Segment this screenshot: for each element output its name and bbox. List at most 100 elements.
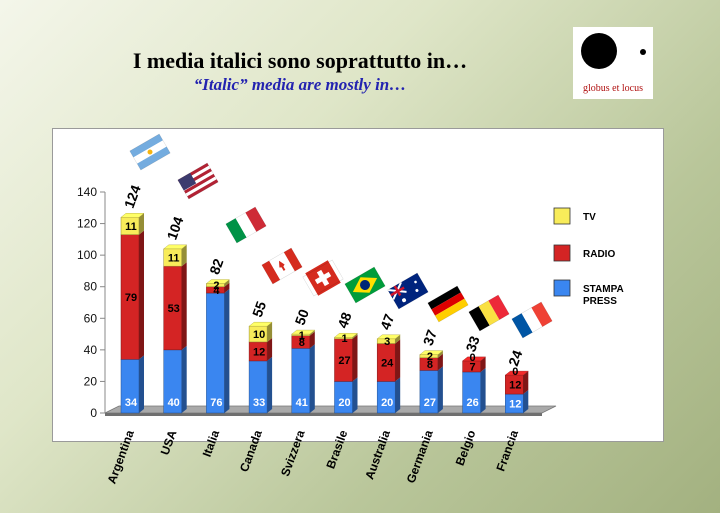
segment-value-label: 4 xyxy=(213,285,220,297)
segment-value-label: 53 xyxy=(168,303,180,315)
y-tick-label: 140 xyxy=(77,185,97,199)
italy-flag xyxy=(225,206,267,244)
bar-side xyxy=(437,366,443,413)
category-label: Svizzera xyxy=(278,428,308,478)
y-tick-label: 80 xyxy=(84,280,98,294)
segment-value-label: 12 xyxy=(509,399,521,411)
bar-side xyxy=(139,355,144,413)
segment-value-label: 40 xyxy=(168,397,180,409)
germany-flag xyxy=(427,285,469,323)
bar-side xyxy=(309,330,315,336)
segment-value-label: 26 xyxy=(466,397,478,409)
bar-total-label: 50 xyxy=(292,307,312,327)
category-label: Francia xyxy=(493,428,521,473)
segment-value-label: 79 xyxy=(125,292,137,304)
globus-et-locus-logo: globus et locus xyxy=(573,27,653,99)
canada-flag xyxy=(261,247,303,285)
segment-value-label: 8 xyxy=(427,359,433,371)
bar-top xyxy=(291,329,316,335)
bar-total-label: 55 xyxy=(249,299,269,319)
bar-side xyxy=(224,282,230,294)
y-tick-label: 20 xyxy=(84,374,98,388)
bar-group xyxy=(419,350,444,414)
bar-side xyxy=(480,367,486,413)
category-label: Belgio xyxy=(453,428,479,467)
y-tick-label: 120 xyxy=(77,217,97,231)
segment-value-label: 11 xyxy=(125,221,137,233)
segment-value-label: 2 xyxy=(427,351,433,363)
y-tick-label: 100 xyxy=(77,248,97,262)
bar-top xyxy=(248,321,273,327)
bar-total-label: 124 xyxy=(121,183,144,211)
bar-side xyxy=(139,213,144,235)
category-label: USA xyxy=(158,428,180,457)
bar-side xyxy=(352,334,358,382)
segment-value-label: 76 xyxy=(210,397,222,409)
bar-total-label: 37 xyxy=(420,327,440,347)
segment-value-label: 20 xyxy=(381,397,393,409)
category-label: Australia xyxy=(362,428,393,481)
bar-side xyxy=(181,262,187,350)
bar-side xyxy=(309,331,315,349)
france-flag xyxy=(511,301,553,339)
category-label: Germania xyxy=(404,428,436,485)
argentina-flag xyxy=(129,133,171,171)
bar-side xyxy=(395,377,401,413)
bar-side xyxy=(181,345,187,413)
segment-value-label: 0 xyxy=(512,366,518,378)
bar-side xyxy=(267,337,273,361)
bar-top xyxy=(120,213,145,218)
bar-top xyxy=(419,350,444,355)
bar-side xyxy=(523,390,529,413)
page-title: I media italici sono soprattutto in… xyxy=(132,48,468,73)
bar-side xyxy=(224,279,230,287)
brazil-flag xyxy=(344,266,386,304)
legend-swatch xyxy=(553,244,571,262)
bar-side xyxy=(352,333,358,339)
bar-side xyxy=(224,289,230,413)
segment-value-label: 1 xyxy=(299,330,305,342)
segment-value-label: 27 xyxy=(424,397,436,409)
segment-value-label: 2 xyxy=(213,280,219,292)
bar-total-label: 48 xyxy=(334,310,354,330)
bar-side xyxy=(267,322,273,342)
bar-side xyxy=(395,334,401,344)
segment-value-label: 1 xyxy=(341,333,347,345)
bar-side xyxy=(395,339,401,382)
flags xyxy=(129,133,553,339)
bar-total-label: 104 xyxy=(163,214,186,242)
bar-side xyxy=(437,350,443,358)
bar-top xyxy=(205,279,230,284)
bar-group xyxy=(462,356,487,414)
floor-edge xyxy=(105,413,542,416)
segment-value-label: 3 xyxy=(384,336,390,348)
bar-top xyxy=(376,334,401,340)
segment-value-label: 8 xyxy=(299,337,305,349)
legend-label: STAMPA xyxy=(583,284,624,295)
bar-total-label: 33 xyxy=(462,334,482,354)
bar-total-label: 82 xyxy=(206,256,226,276)
bar-side xyxy=(181,244,187,267)
segment-value-label: 12 xyxy=(509,380,521,392)
bar-top xyxy=(333,333,359,338)
segment-value-label: 41 xyxy=(296,397,308,409)
bar-group xyxy=(248,321,273,414)
switzerland-flag xyxy=(302,259,344,297)
legend-label: RADIO xyxy=(583,249,615,260)
segment-value-label: 7 xyxy=(470,361,476,373)
segment-value-label: 34 xyxy=(125,397,138,409)
logo-dot-icon xyxy=(640,49,646,55)
bar-group xyxy=(205,279,230,414)
bar-segment xyxy=(206,292,225,414)
logo-disc-icon xyxy=(581,33,617,69)
bar-top xyxy=(163,244,188,250)
australia-flag xyxy=(387,272,429,310)
category-label: Italia xyxy=(200,428,223,459)
category-label: Brasile xyxy=(323,428,350,471)
bar-group xyxy=(376,334,401,414)
bar-group xyxy=(120,213,145,414)
legend-label: PRESS xyxy=(583,296,617,307)
legend-swatch xyxy=(553,279,571,297)
